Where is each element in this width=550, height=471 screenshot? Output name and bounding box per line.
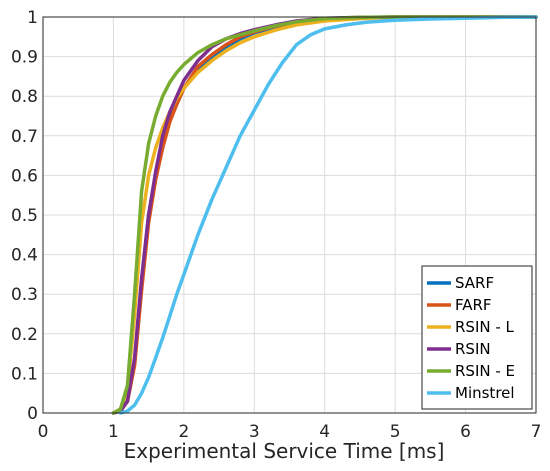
series-line-minstrel (118, 15, 538, 415)
y-tick-label: 0.1 (11, 364, 38, 384)
legend-label-rsin: RSIN (455, 340, 491, 358)
series-line-rsin-l (111, 15, 538, 415)
x-tick-label: 4 (319, 422, 330, 442)
x-axis-title: Experimental Service Time [ms] (124, 439, 445, 463)
series-lines (111, 15, 538, 415)
legend-label-sarf: SARF (455, 274, 494, 292)
legend-label-rsin-l: RSIN - L (455, 318, 515, 336)
x-tick-label: 6 (460, 422, 471, 442)
y-tick-label: 1 (27, 8, 38, 28)
x-tick-label: 7 (531, 422, 542, 442)
y-tick-label: 0.7 (11, 127, 38, 147)
legend-label-rsin-e: RSIN - E (455, 362, 515, 380)
y-tick-labels: 0 0.1 0.2 0.3 0.4 0.5 0.6 0.7 0.8 0.9 1 (11, 8, 38, 424)
x-tick-labels: 0 1 2 3 4 5 6 7 (38, 422, 542, 442)
y-tick-label: 0.4 (11, 246, 38, 266)
legend: SARF FARF RSIN - L RSIN RSIN - E Minstrel (421, 265, 533, 410)
legend-label-minstrel: Minstrel (455, 384, 515, 402)
legend-box (421, 265, 533, 410)
x-tick-label: 0 (38, 422, 49, 442)
y-tick-label: 0.9 (11, 48, 38, 68)
y-tick-label: 0.5 (11, 206, 38, 226)
legend-items: SARF FARF RSIN - L RSIN RSIN - E Minstrel (427, 274, 515, 402)
series-line-rsin-e (111, 15, 538, 415)
y-tick-label: 0 (27, 404, 38, 424)
axes-box (42, 16, 537, 414)
x-tick-label: 1 (108, 422, 119, 442)
legend-label-farf: FARF (455, 296, 492, 314)
y-tick-label: 0.8 (11, 87, 38, 107)
y-tick-label: 0.3 (11, 285, 38, 305)
x-tick-label: 5 (390, 422, 401, 442)
y-tick-label: 0.6 (11, 166, 38, 186)
x-tick-label: 2 (178, 422, 189, 442)
y-tick-label: 0.2 (11, 325, 38, 345)
x-tick-label: 3 (249, 422, 260, 442)
